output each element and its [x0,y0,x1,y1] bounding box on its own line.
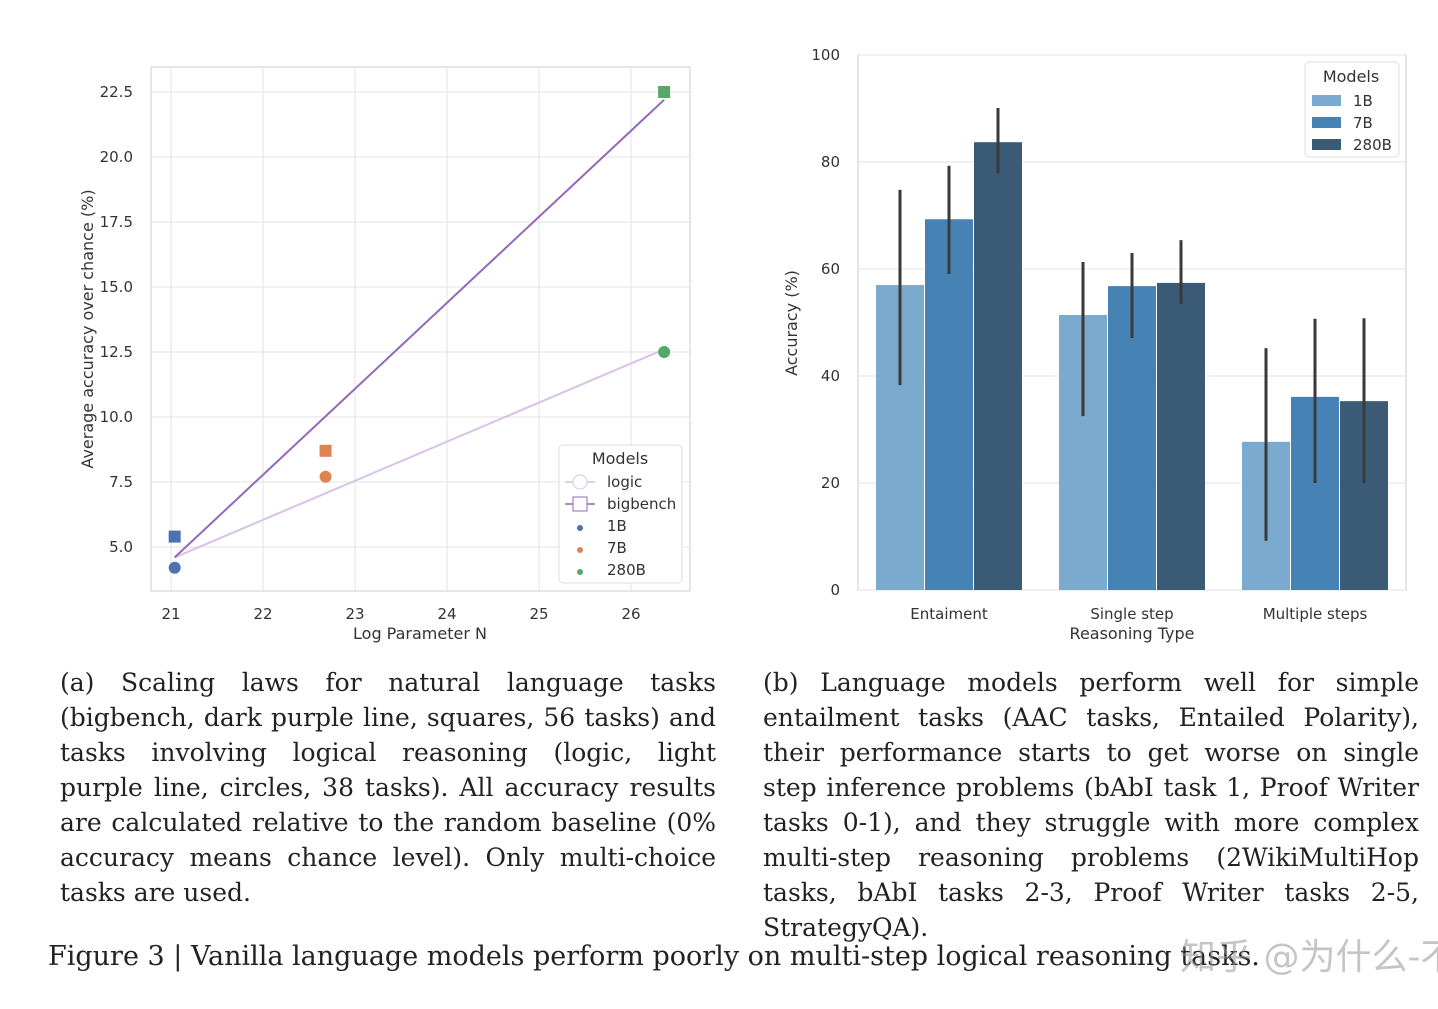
y-tick-label: 22.5 [100,83,133,101]
point-7B-bigbench [319,444,332,457]
legend-label: 7B [607,539,627,557]
bar-280B [974,142,1022,590]
x-axis-label: Reasoning Type [1070,624,1195,643]
y-tick-label: 12.5 [100,343,133,361]
x-tick-label: 25 [529,605,548,623]
x-tick-label: 24 [437,605,456,623]
x-axis-label: Log Parameter N [353,624,487,643]
point-280B-bigbench [658,86,671,98]
watermark: 知乎 @为什么-不养猫 [1180,937,1438,978]
legend-label: bigbench [607,495,676,513]
legend-dot-icon [577,525,583,531]
legend-dot-icon [577,569,583,575]
legend-circle-icon [572,474,588,490]
legend-title: Models [1323,67,1379,86]
y-tick-label: 80 [821,153,840,171]
y-tick-label: 20 [821,474,840,492]
legend-dot-icon [577,547,583,553]
legend-b [1304,61,1400,158]
point-1B-logic [168,561,181,574]
x-tick-label: 26 [621,605,640,623]
y-axis-label: Accuracy (%) [782,270,801,376]
legend-label: 7B [1353,114,1373,132]
legend-label: 280B [607,561,646,579]
legend-swatch [1312,95,1341,106]
x-tick-label: 21 [161,605,180,623]
y-tick-label: 40 [821,367,840,385]
x-tick-label: Single step [1090,605,1173,623]
caption-a: (a) Scaling laws for natural language ta… [60,668,716,907]
y-tick-label: 20.0 [100,148,133,166]
point-1B-bigbench [168,530,181,543]
y-tick-label: 100 [811,46,840,64]
legend-label: logic [607,473,642,491]
x-tick-label: Entaiment [910,605,988,623]
x-tick-label: 22 [253,605,272,623]
y-tick-label: 7.5 [109,473,133,491]
point-7B-logic [319,470,332,483]
legend-label: 280B [1353,136,1392,154]
bar-280B [1157,282,1205,590]
line-logic [174,348,665,559]
y-tick-label: 0 [830,581,840,599]
legend-square-icon [572,496,588,512]
y-axis-label: Average accuracy over chance (%) [78,189,97,468]
legend-a [558,444,683,584]
figure-caption: Figure 3 | Vanilla language models perfo… [48,941,1260,972]
y-tick-label: 10.0 [100,408,133,426]
x-tick-label: 23 [345,605,364,623]
x-tick-label: Multiple steps [1263,605,1368,623]
legend-label: 1B [1353,92,1373,110]
legend-label: 1B [607,517,627,535]
y-tick-label: 15.0 [100,278,133,296]
legend-title: Models [592,449,648,468]
caption-b: (b) Language models perform well for sim… [763,668,1419,942]
y-tick-label: 5.0 [109,538,133,556]
point-280B-logic [658,346,671,358]
bar-7B [925,219,973,590]
legend-swatch [1312,117,1341,128]
line-bigbench [173,99,665,559]
y-tick-label: 17.5 [100,213,133,231]
y-tick-label: 60 [821,260,840,278]
legend-swatch [1312,139,1341,150]
